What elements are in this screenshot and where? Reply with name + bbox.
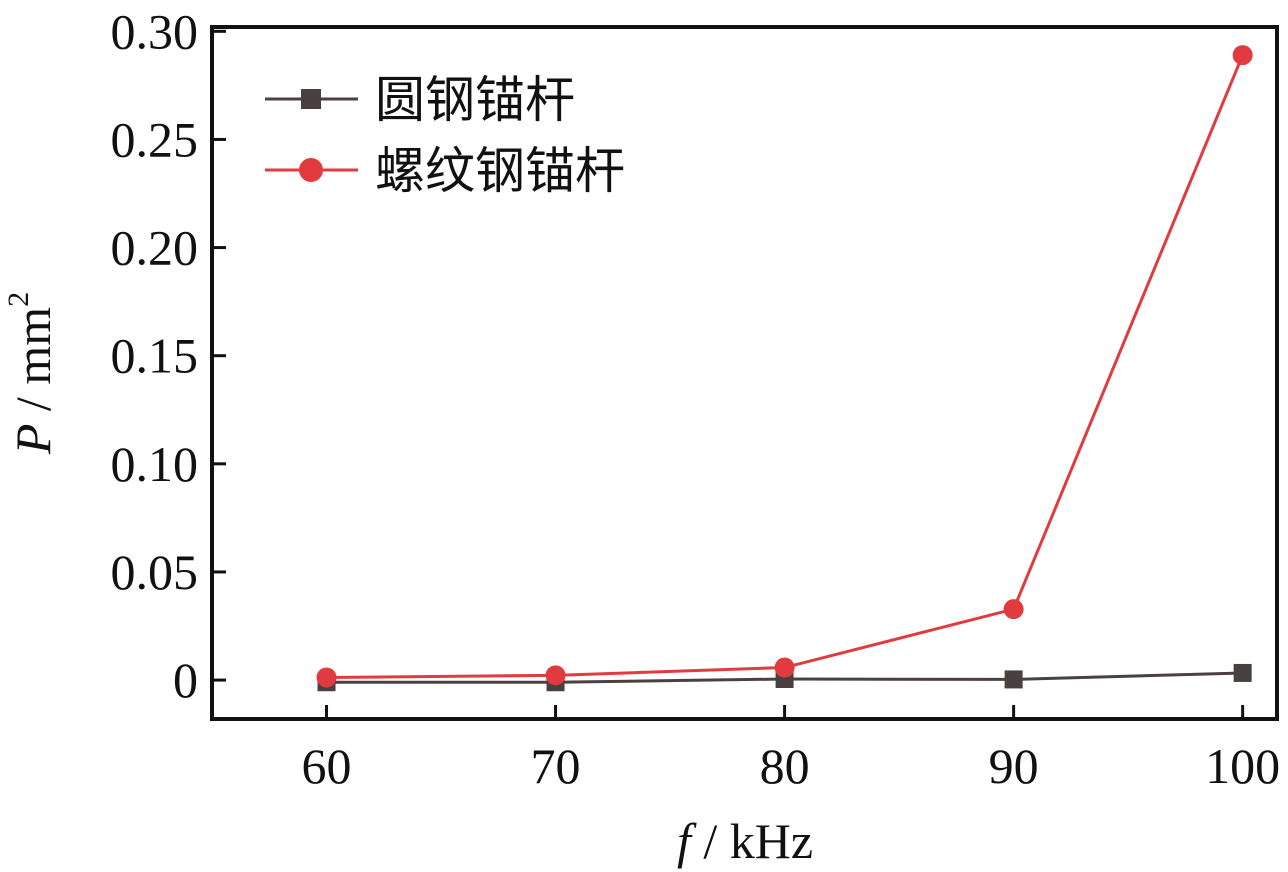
series-2-point bbox=[1003, 599, 1024, 620]
y-axis-unit-exponent: 2 bbox=[2, 292, 35, 307]
legend-item-2-label: 螺纹钢锚杆 bbox=[375, 142, 625, 200]
series-layer bbox=[316, 45, 1253, 692]
x-axis-title: f / kHz bbox=[677, 813, 813, 869]
y-tick-label: 0.30 bbox=[111, 3, 199, 59]
series-2-point bbox=[774, 657, 795, 678]
y-tick-label: 0.10 bbox=[111, 436, 199, 492]
x-tick-label: 60 bbox=[302, 738, 352, 794]
y-axis-title: P / mm2 bbox=[2, 292, 61, 455]
x-tick-label: 80 bbox=[760, 738, 810, 794]
y-tick-label: 0 bbox=[173, 652, 198, 708]
series-1-point bbox=[1004, 670, 1023, 689]
legend-item-2-marker bbox=[299, 158, 323, 182]
series-2-point bbox=[316, 667, 337, 688]
y-tick-label: 0.05 bbox=[111, 544, 199, 600]
legend-item-1-label: 圆钢锚杆 bbox=[375, 71, 575, 129]
y-axis-variable: P bbox=[5, 424, 61, 456]
series-2-point bbox=[545, 665, 566, 686]
series-1-point bbox=[1233, 663, 1252, 682]
y-tick-label: 0.15 bbox=[111, 328, 199, 384]
series-2-point bbox=[1232, 45, 1253, 66]
y-axis-unit: / mm bbox=[5, 307, 61, 424]
y-tick-label: 0.25 bbox=[111, 111, 199, 167]
plot-frame bbox=[210, 25, 1279, 721]
y-axis: 0 0.05 0.10 0.15 0.20 0.25 0.30 bbox=[111, 3, 226, 708]
legend-item-1-marker bbox=[301, 89, 321, 109]
x-axis: 60 70 80 90 100 bbox=[302, 705, 1280, 794]
x-axis-unit: / kHz bbox=[691, 813, 813, 869]
x-tick-label: 70 bbox=[531, 738, 581, 794]
y-tick-label: 0.20 bbox=[111, 220, 199, 276]
x-tick-label: 100 bbox=[1205, 738, 1280, 794]
x-tick-label: 90 bbox=[989, 738, 1039, 794]
